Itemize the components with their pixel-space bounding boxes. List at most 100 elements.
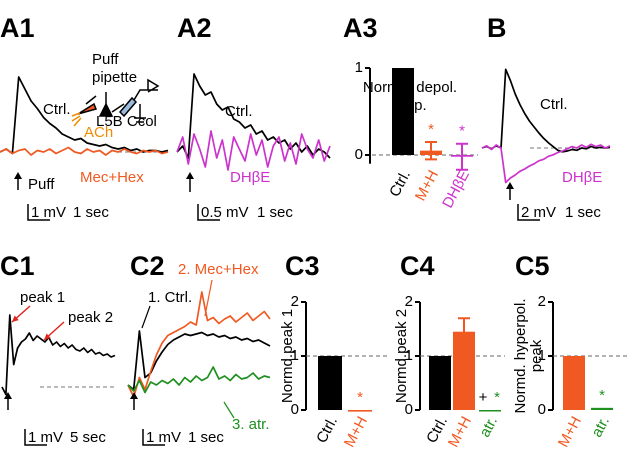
- pipette-pointer: [85, 95, 97, 105]
- trace: [0, 146, 169, 156]
- scale-bar-label: 1 sec: [188, 429, 224, 446]
- label-pointer: [223, 401, 235, 419]
- annotation: pipette: [92, 69, 137, 86]
- scale-bar: [24, 429, 47, 446]
- category-label: M+H: [412, 167, 442, 203]
- stimulus-arrow-head: [506, 182, 514, 189]
- bar: [318, 356, 342, 410]
- trace: [127, 291, 271, 398]
- error-bar: [425, 140, 437, 161]
- pipette: [77, 102, 98, 115]
- bar: [453, 331, 475, 410]
- category-label: Ctrl.: [313, 414, 341, 446]
- y-tick-label: 2: [405, 293, 413, 310]
- panel-label: C5: [515, 251, 550, 281]
- y-tick-label: 2: [291, 293, 299, 310]
- inset-diagram: [71, 78, 160, 127]
- trace: [0, 76, 169, 155]
- trace-label: DHβE: [562, 169, 602, 186]
- label-pointer: [141, 305, 151, 329]
- y-axis-label: peak: [528, 339, 545, 372]
- bar: [392, 68, 414, 155]
- bar: [348, 410, 372, 412]
- trace: [481, 143, 611, 184]
- trace-label: Ctrl.: [225, 103, 253, 120]
- error-bar: [458, 317, 470, 347]
- category-label: DHβE: [439, 167, 473, 211]
- significance-mark: +: [479, 389, 488, 406]
- scale-bar-label: 1 mV: [28, 429, 63, 446]
- stimulus-arrow-head: [14, 172, 22, 179]
- category-label: M+H: [555, 414, 585, 450]
- category-label: M+H: [445, 414, 475, 450]
- y-tick-label: 1: [405, 347, 413, 364]
- category-label: Ctrl.: [386, 167, 414, 199]
- scale-bar-label: 2 mV: [521, 204, 556, 221]
- y-axis-label: Normd. hyperpol.: [512, 298, 529, 413]
- panel-label: A2: [177, 13, 212, 43]
- panel-label: A1: [0, 13, 35, 43]
- y-tick-label: 1: [291, 347, 299, 364]
- arrow-head: [12, 315, 19, 322]
- trace: [1, 314, 116, 396]
- stimulus-arrow-head: [4, 392, 12, 399]
- scale-bar-label: 1 sec: [257, 204, 293, 221]
- bar: [479, 410, 501, 412]
- category-label: atr.: [476, 414, 501, 440]
- scale-bar: [197, 204, 220, 221]
- trace-label: 1. Ctrl.: [148, 289, 192, 306]
- scale-bar-label: 5 sec: [70, 429, 106, 446]
- y-tick-label: 1: [538, 347, 546, 364]
- significance-mark: *: [459, 123, 465, 140]
- category-label: atr.: [588, 414, 613, 440]
- scale-bar-label: 1 sec: [73, 204, 109, 221]
- y-tick-label: 0: [291, 401, 299, 418]
- category-label: M+H: [341, 414, 371, 450]
- trace-label: Ctrl.: [540, 96, 568, 113]
- trace-label: DHβE: [230, 169, 270, 186]
- neuron-dendrites: [105, 92, 125, 113]
- trace-label: Ctrl.: [43, 101, 71, 118]
- puff-spray: [71, 112, 82, 127]
- trace: [127, 366, 271, 394]
- significance-mark: *: [357, 389, 363, 406]
- y-tick-label: 1: [355, 59, 363, 76]
- significance-mark: *: [428, 121, 434, 138]
- y-axis-label: Normd.peak 1: [279, 309, 296, 403]
- trace: [127, 330, 271, 391]
- arrow-head: [44, 333, 51, 340]
- bar: [563, 356, 585, 410]
- y-tick-label: 0: [405, 401, 413, 418]
- label-pointer: [204, 279, 213, 317]
- error-bar: [456, 142, 468, 171]
- significance-mark: *: [599, 387, 605, 404]
- scale-bar-label: 0.5 mV: [201, 204, 249, 221]
- panel-label: A3: [343, 13, 378, 43]
- y-tick-label: 2: [538, 293, 546, 310]
- annotation: peak 2: [68, 309, 113, 326]
- trace-label: 3. atr.: [232, 416, 270, 433]
- stimulus-arrow-head: [130, 392, 138, 399]
- panel-label: B: [487, 13, 507, 43]
- panel-label: C2: [130, 251, 165, 281]
- significance-mark: *: [494, 389, 500, 406]
- scale-bar: [142, 429, 165, 446]
- scale-bar-label: 1 mV: [31, 204, 66, 221]
- annotation: Puff: [92, 51, 119, 68]
- trace: [176, 130, 331, 171]
- bar: [591, 407, 613, 410]
- y-tick-label: 0: [538, 401, 546, 418]
- annotation: L5B Ccol: [96, 113, 157, 130]
- panel-label: C4: [400, 251, 435, 281]
- annotation: peak 1: [20, 289, 65, 306]
- trace-label: Mec+Hex: [80, 169, 144, 186]
- scale-bar: [27, 204, 50, 221]
- ground: [134, 104, 146, 123]
- scale-bar: [517, 204, 540, 221]
- y-axis-label: Normd.peak 2: [393, 309, 410, 403]
- annotation: Puff: [28, 176, 55, 193]
- annotation: ACh: [84, 124, 113, 141]
- scale-bar-label: 1 sec: [565, 204, 601, 221]
